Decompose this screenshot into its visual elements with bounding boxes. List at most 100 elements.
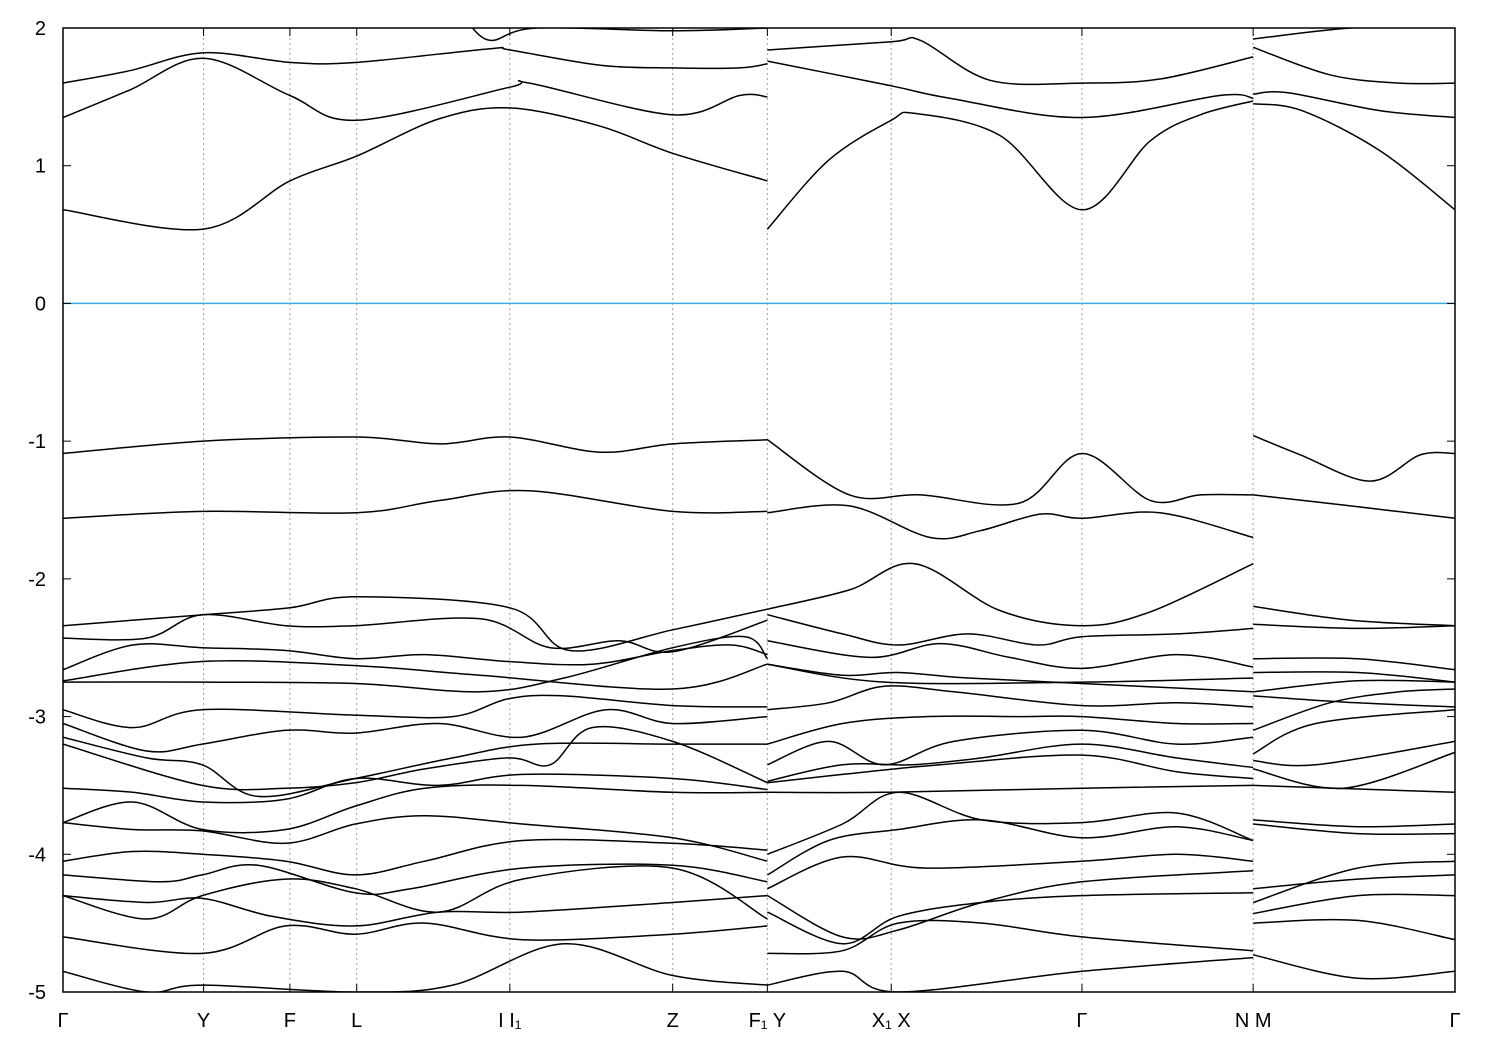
band-4 xyxy=(471,28,1365,42)
band-9 xyxy=(63,640,1455,671)
band-21 xyxy=(63,865,1455,940)
band-segment xyxy=(1253,823,1455,836)
band-segment xyxy=(767,754,1254,784)
band-segment xyxy=(767,640,1254,670)
band-segment xyxy=(63,635,768,693)
band-segment xyxy=(1252,860,1455,904)
band-6 xyxy=(63,489,1455,540)
band-7 xyxy=(63,562,1455,652)
y-axis: 2 1 0 -1 -2 -3 -4 -5 xyxy=(28,18,1455,1004)
band-13 xyxy=(63,688,1455,753)
band-segment xyxy=(766,439,1254,506)
y-tick-label: -2 xyxy=(28,569,46,591)
band-segment xyxy=(1253,893,1455,915)
band-segment xyxy=(1253,28,1365,40)
band-segment xyxy=(63,894,768,927)
band-segment xyxy=(1253,91,1455,119)
band-segment xyxy=(63,57,768,122)
plot-frame xyxy=(62,27,1456,993)
y-tick-label: -3 xyxy=(28,707,46,729)
y-tick-label: -1 xyxy=(28,431,46,453)
band-8 xyxy=(63,613,1455,654)
grid-lines xyxy=(203,28,1254,992)
band-segment xyxy=(767,715,1254,745)
x-tick-label: I I₁ xyxy=(498,1010,522,1032)
band-segment xyxy=(63,865,768,920)
band-segment xyxy=(767,60,1254,119)
x-tick-label: Γ xyxy=(1076,1010,1087,1032)
band-segment xyxy=(767,663,1254,693)
band-segment xyxy=(767,562,1254,627)
band-segment xyxy=(63,784,768,834)
band-segment xyxy=(767,919,1254,955)
x-tick-label: Γ xyxy=(57,1010,68,1032)
band-segment xyxy=(63,725,768,791)
band-22 xyxy=(63,892,1455,945)
band-segment xyxy=(1253,623,1455,630)
band-segment xyxy=(1253,874,1455,890)
y-tick-label: 0 xyxy=(35,293,46,315)
band-segment xyxy=(767,729,1254,766)
x-axis: Γ Y F L I I₁ Z F₁ Y X₁ X Γ N M Γ xyxy=(57,28,1461,1032)
band-17 xyxy=(63,784,1455,834)
band-segment xyxy=(767,956,1254,992)
band-segment xyxy=(767,36,1254,86)
band-segment xyxy=(63,773,768,804)
x-tick-label: Y xyxy=(197,1010,210,1032)
band-2 xyxy=(63,57,1455,122)
band-segment xyxy=(63,922,768,955)
x-tick-label: F xyxy=(284,1010,296,1032)
band-segment xyxy=(1252,46,1455,85)
band-segment xyxy=(1253,605,1455,627)
band-segment xyxy=(1253,657,1455,671)
band-segment xyxy=(63,596,768,652)
band-segment xyxy=(1253,679,1455,693)
x-tick-label: X₁ X xyxy=(872,1010,911,1032)
band-segment xyxy=(1253,494,1455,520)
y-tick-label: 1 xyxy=(35,156,46,178)
band-segment xyxy=(1252,708,1455,755)
bands xyxy=(63,28,1455,992)
band-segment xyxy=(767,743,1254,783)
x-tick-label: L xyxy=(351,1010,362,1032)
band-segment xyxy=(63,694,768,729)
band-segment xyxy=(1252,688,1455,732)
band-segment xyxy=(767,784,1254,794)
band-segment xyxy=(1252,434,1455,482)
band-15 xyxy=(63,725,1455,791)
band-segment xyxy=(63,106,768,231)
band-20 xyxy=(63,853,1455,904)
band-segment xyxy=(63,863,768,896)
band-segment xyxy=(767,818,1254,876)
band-segment xyxy=(767,613,1254,646)
x-tick-label: F₁ Y xyxy=(749,1010,787,1032)
band-19 xyxy=(63,818,1455,876)
band-5 xyxy=(63,434,1455,506)
x-tick-label: Z xyxy=(667,1010,679,1032)
y-tick-label: -4 xyxy=(28,844,46,866)
band-segment xyxy=(1253,671,1455,683)
band-segment xyxy=(471,28,768,42)
band-segment xyxy=(63,46,768,84)
band-10 xyxy=(63,659,1455,690)
band-segment xyxy=(1253,740,1455,767)
x-tick-label: Γ xyxy=(1449,1010,1460,1032)
band-segment xyxy=(1253,954,1455,980)
band-segment xyxy=(767,870,1254,940)
band-24 xyxy=(63,943,1455,992)
band-segment xyxy=(1253,784,1455,794)
band-segment xyxy=(63,613,768,654)
band-23 xyxy=(63,918,1455,955)
band-segment xyxy=(63,814,768,862)
band-segment xyxy=(63,489,768,520)
band-12 xyxy=(63,685,1455,729)
band-segment xyxy=(1253,751,1455,790)
band-segment xyxy=(767,663,1254,685)
band-segment xyxy=(766,100,1254,230)
band-segment xyxy=(767,791,1254,855)
y-tick-label: -5 xyxy=(28,982,46,1004)
band-segment xyxy=(767,685,1254,711)
x-tick-label: N M xyxy=(1235,1010,1272,1032)
band-segment xyxy=(63,642,768,671)
